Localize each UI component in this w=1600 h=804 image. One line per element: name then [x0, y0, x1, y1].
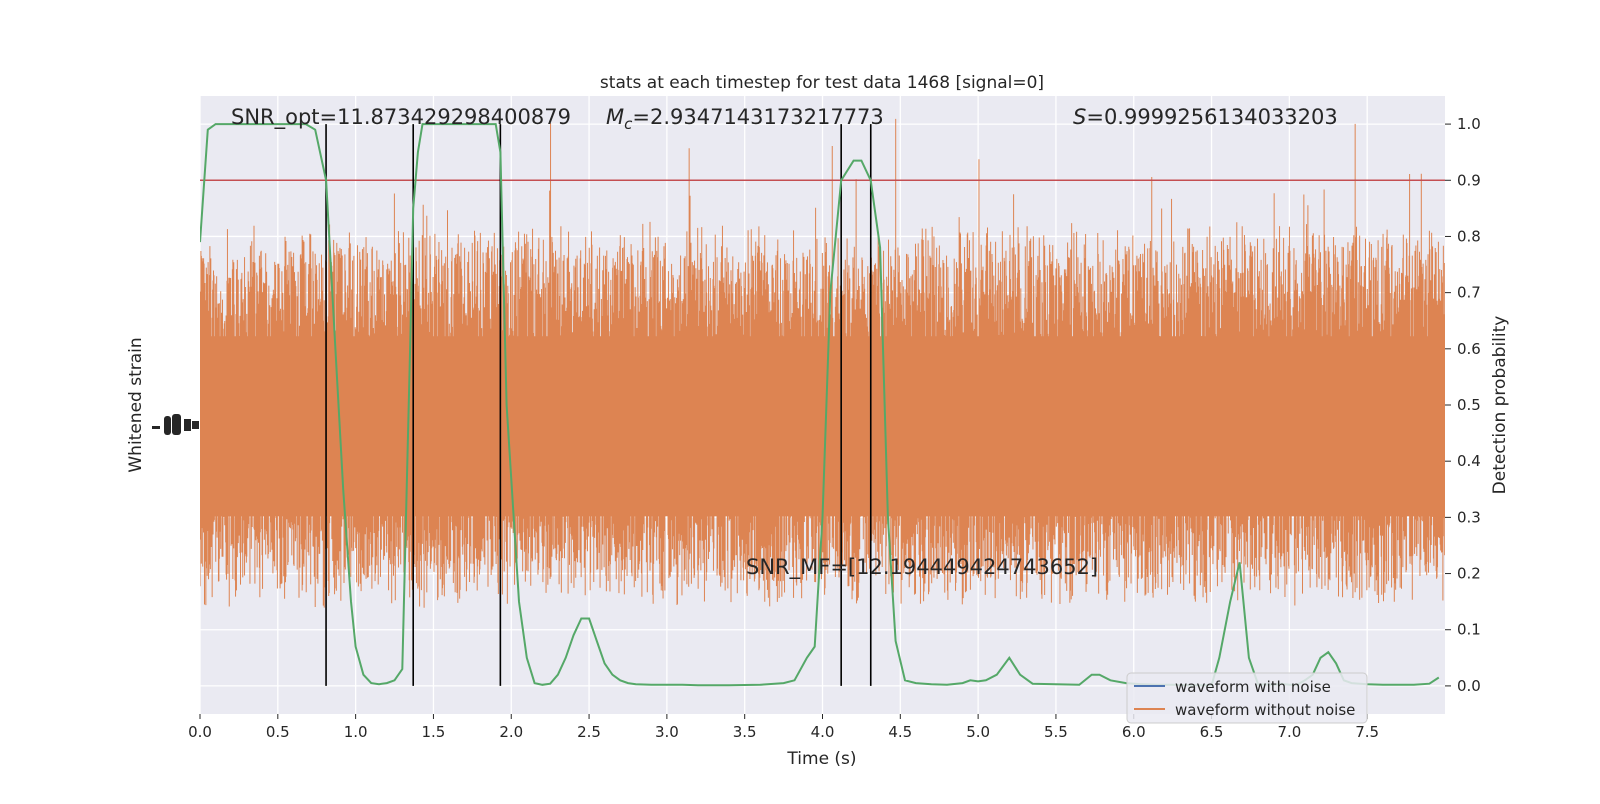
y-tick-label-1: 0.1 — [1457, 621, 1481, 639]
left-axis-garbled-ticks — [152, 414, 199, 435]
x-axis-ticks: 0.0 0.5 1.0 1.5 2.0 2.5 3.0 3.5 4.0 4.5 5.0 5.5 6.0 6… — [188, 714, 1379, 741]
y-tick-label-9: 0.9 — [1457, 171, 1481, 189]
right-y-axis-ticks: 0.0 0.1 0.2 0.3 0.4 0.5 0.6 0.7 0.8 0.9 1.0 — [1445, 115, 1481, 695]
x-axis-label: Time (s) — [786, 749, 856, 769]
x-tick-label-12: 6.0 — [1122, 723, 1146, 741]
left-y-axis-label: Whitened strain — [126, 337, 146, 472]
x-tick-label-2: 1.0 — [344, 723, 368, 741]
chirp-mass-annotation: Mc=2.9347143173217773 — [606, 105, 884, 133]
y-tick-label-6: 0.6 — [1457, 340, 1481, 358]
x-tick-label-4: 2.0 — [499, 723, 523, 741]
snr-opt-annotation: SNR_opt=11.873429298400879 — [231, 105, 571, 130]
x-tick-label-13: 6.5 — [1200, 723, 1224, 741]
chirp-mass-symbol: M — [606, 105, 624, 129]
y-tick-label-0: 0.0 — [1457, 677, 1481, 695]
x-tick-label-8: 4.0 — [811, 723, 835, 741]
detection-probability-series — [200, 123, 1440, 687]
legend: waveform with noise waveform without noi… — [1126, 672, 1368, 724]
x-tick-label-11: 5.5 — [1044, 723, 1068, 741]
s-value: =0.9999256134033203 — [1086, 105, 1337, 129]
legend-label-with-noise: waveform with noise — [1175, 678, 1331, 696]
x-tick-label-6: 3.0 — [655, 723, 679, 741]
x-tick-label-3: 1.5 — [422, 723, 446, 741]
chirp-mass-subscript: c — [624, 115, 633, 133]
s-symbol: S — [1073, 105, 1086, 129]
snr-mf-annotation: SNR_MF=[12.194449424743652] — [746, 555, 1098, 580]
x-tick-label-9: 4.5 — [888, 723, 912, 741]
y-tick-label-10: 1.0 — [1457, 115, 1481, 133]
chirp-mass-value: =2.9347143173217773 — [632, 105, 883, 129]
y-tick-label-4: 0.4 — [1457, 452, 1481, 470]
x-tick-label-0: 0.0 — [188, 723, 212, 741]
legend-box — [1126, 672, 1368, 724]
y-tick-label-5: 0.5 — [1457, 396, 1481, 414]
y-tick-label-2: 0.2 — [1457, 565, 1481, 583]
s-annotation: S=0.9999256134033203 — [1073, 105, 1338, 129]
x-tick-label-1: 0.5 — [266, 723, 290, 741]
legend-label-without-noise: waveform without noise — [1175, 701, 1355, 719]
x-tick-label-10: 5.0 — [966, 723, 990, 741]
x-tick-label-15: 7.5 — [1355, 723, 1379, 741]
x-tick-label-14: 7.0 — [1277, 723, 1301, 741]
x-tick-label-7: 3.5 — [733, 723, 757, 741]
x-tick-label-5: 2.5 — [577, 723, 601, 741]
probability-line — [200, 123, 1440, 687]
right-y-axis-label: Detection probability — [1490, 316, 1510, 495]
chart-title: stats at each timestep for test data 146… — [600, 73, 1044, 93]
y-tick-label-3: 0.3 — [1457, 508, 1481, 526]
y-tick-label-7: 0.7 — [1457, 284, 1481, 302]
y-tick-label-8: 0.8 — [1457, 227, 1481, 245]
